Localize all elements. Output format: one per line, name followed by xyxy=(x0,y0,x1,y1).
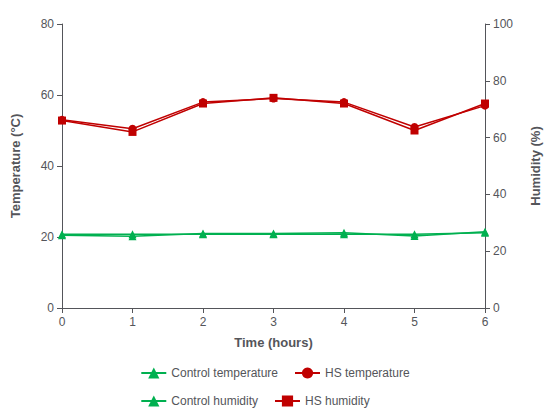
svg-text:Humidity (%): Humidity (%) xyxy=(528,126,543,205)
svg-text:80: 80 xyxy=(41,17,55,31)
svg-text:Control temperature: Control temperature xyxy=(171,366,278,380)
svg-text:5: 5 xyxy=(411,315,418,329)
svg-text:0: 0 xyxy=(493,301,500,315)
svg-text:60: 60 xyxy=(41,88,55,102)
svg-text:20: 20 xyxy=(41,230,55,244)
svg-text:80: 80 xyxy=(493,74,507,88)
svg-text:0: 0 xyxy=(59,315,66,329)
svg-text:40: 40 xyxy=(41,159,55,173)
svg-text:HS humidity: HS humidity xyxy=(305,394,370,408)
svg-text:Temperature (°C): Temperature (°C) xyxy=(8,114,23,219)
svg-text:100: 100 xyxy=(493,17,513,31)
svg-text:HS temperature: HS temperature xyxy=(325,366,410,380)
svg-text:40: 40 xyxy=(493,187,507,201)
svg-text:2: 2 xyxy=(200,315,207,329)
svg-text:1: 1 xyxy=(129,315,136,329)
svg-text:20: 20 xyxy=(493,244,507,258)
svg-text:60: 60 xyxy=(493,131,507,145)
svg-text:6: 6 xyxy=(482,315,489,329)
svg-text:Time (hours): Time (hours) xyxy=(234,335,313,350)
svg-text:Control humidity: Control humidity xyxy=(171,394,258,408)
svg-text:0: 0 xyxy=(47,301,54,315)
svg-text:4: 4 xyxy=(341,315,348,329)
svg-text:3: 3 xyxy=(270,315,277,329)
